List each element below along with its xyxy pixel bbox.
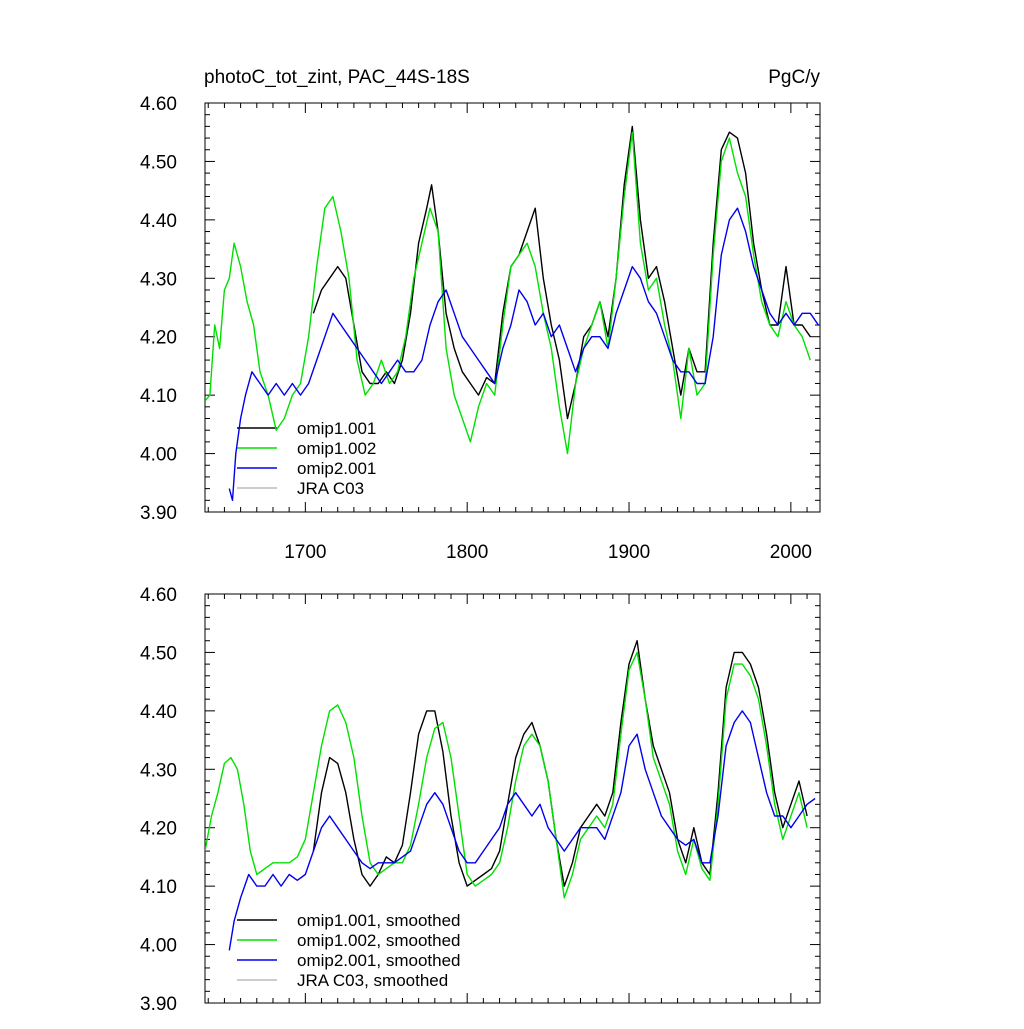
y-tick-label: 4.40 xyxy=(140,211,177,232)
y-tick-label: 4.10 xyxy=(140,386,177,407)
series-line-1 xyxy=(312,125,811,420)
series-line-3 xyxy=(228,710,816,951)
y-tick-label: 4.30 xyxy=(140,269,177,290)
y-tick-label: 4.40 xyxy=(140,702,177,723)
x-tick-label: 1800 xyxy=(446,542,488,563)
series-line-2 xyxy=(205,651,808,899)
series-line-1 xyxy=(312,640,808,887)
legend-label: omip1.002, smoothed xyxy=(297,931,461,950)
y-tick-label: 4.30 xyxy=(140,760,177,781)
y-tick-label: 3.90 xyxy=(140,503,177,524)
panels: 3.90 4.00 4.10 4.20 4.30 4.40 4.50 4.60 1700 1800… xyxy=(140,94,821,1015)
y-tick-label: 4.60 xyxy=(140,94,177,115)
y-tick-label: 4.50 xyxy=(140,152,177,173)
legend-label: omip2.001, smoothed xyxy=(297,951,461,970)
x-tick-label: 2000 xyxy=(770,542,812,563)
x-tick-label: 1900 xyxy=(608,542,650,563)
legend-label: omip1.001, smoothed xyxy=(297,911,461,930)
y-tick-label: 4.00 xyxy=(140,445,177,466)
y-tick-label: 4.00 xyxy=(140,936,177,957)
y-tick-label: 4.20 xyxy=(140,328,177,349)
units-label: PgC/y xyxy=(768,67,820,88)
chart-panel-2: 3.90 4.00 4.10 4.20 4.30 4.40 4.50 4.60 omip1.00… xyxy=(140,585,821,1015)
legend-label: JRA C03, smoothed xyxy=(297,971,448,990)
series-line-3 xyxy=(228,207,819,501)
y-tick-label: 4.10 xyxy=(140,877,177,898)
legend-label: JRA C03 xyxy=(297,479,364,498)
legend-label: omip1.001 xyxy=(297,419,376,438)
plot-frame xyxy=(204,102,821,513)
legend-label: omip2.001 xyxy=(297,459,376,478)
panel-title: photoC_tot_zint, PAC_44S-18S xyxy=(204,67,470,88)
chart-panel-1: 3.90 4.00 4.10 4.20 4.30 4.40 4.50 4.60 1700 1800… xyxy=(140,94,821,563)
legend-label: omip1.002 xyxy=(297,439,376,458)
y-tick-label: 4.50 xyxy=(140,643,177,664)
y-tick-label: 4.20 xyxy=(140,819,177,840)
x-tick-label: 1700 xyxy=(284,542,326,563)
plot-frame xyxy=(204,593,821,1004)
y-tick-label: 3.90 xyxy=(140,994,177,1015)
y-tick-label: 4.60 xyxy=(140,585,177,606)
